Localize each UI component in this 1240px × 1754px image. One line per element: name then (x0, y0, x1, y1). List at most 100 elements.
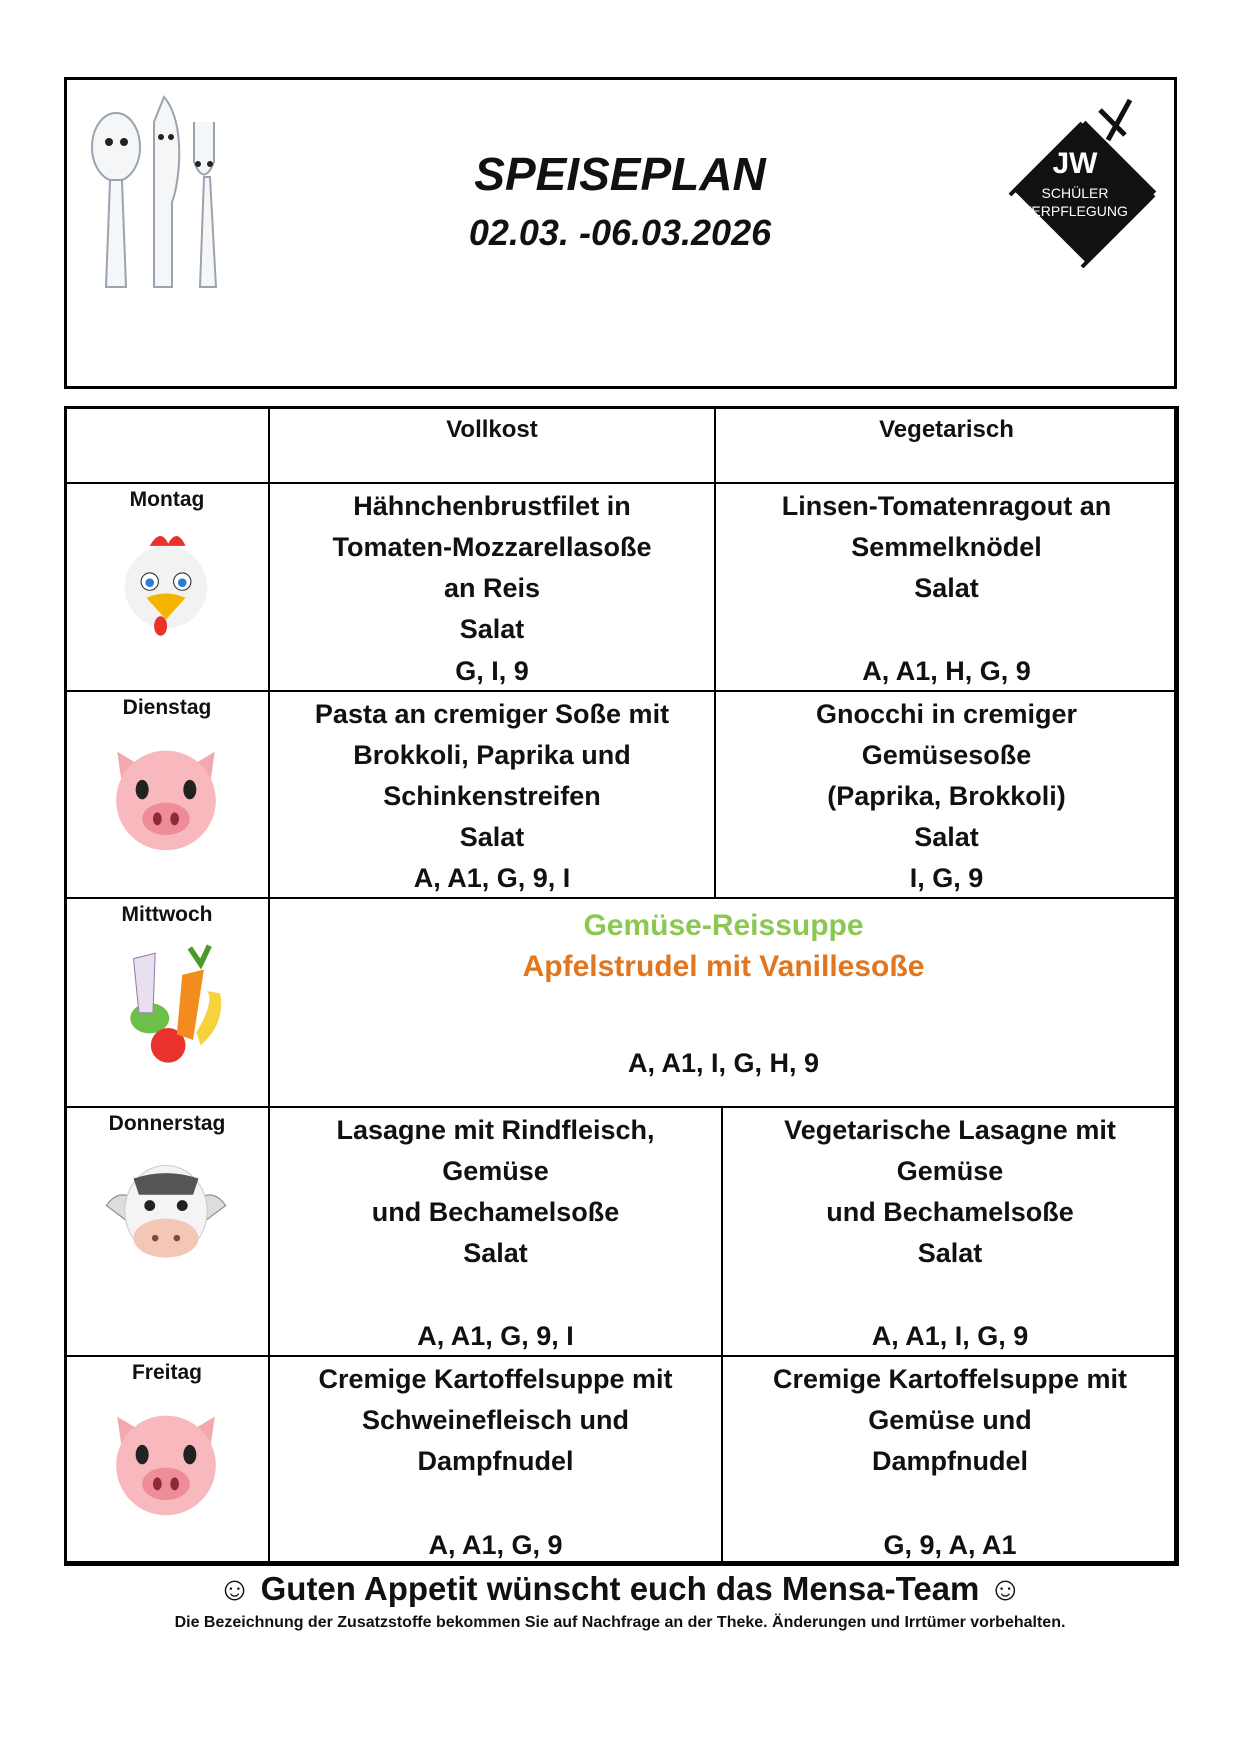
menu-cell-combined: Gemüse-Reissuppe Apfelstrudel mit Vanille… (268, 897, 1179, 1108)
dish-line: Brokkoli, Paprika und (353, 740, 631, 770)
icon-shape (116, 750, 216, 851)
corner-cell (64, 406, 270, 484)
column-header: Vollkost (268, 406, 716, 484)
icon-shape (116, 1415, 216, 1516)
icon-shape (149, 536, 186, 546)
day-cell: Freitag (64, 1355, 270, 1566)
menu-cell-vollkost: Pasta an cremiger Soße mit Brokkoli, Papr… (268, 690, 716, 899)
dish-line: und Bechamelsoße (826, 1197, 1074, 1227)
menu-cell-vollkost: Lasagne mit Rindfleisch, Gemüse und Becham… (268, 1106, 723, 1357)
allergens: A, A1, G, 9, I (417, 1321, 574, 1351)
menu-cell-vollkost: Hähnchenbrustfilet in Tomaten-Mozzarellas… (268, 482, 716, 692)
icon-shape (176, 969, 204, 1040)
icon-shape (145, 578, 155, 587)
day-icon (130, 944, 222, 1063)
dish-lines: Vegetarische Lasagne mit Gemüse und Becham… (723, 1108, 1177, 1274)
logo-line: SCHÜLER (1042, 184, 1109, 201)
dish-line: Semmelknödel (851, 532, 1042, 562)
icon-shape (187, 944, 212, 970)
icon-shape (176, 1200, 188, 1211)
logo-cutlery (1098, 98, 1133, 142)
icon-shape (135, 1444, 149, 1465)
dish-line: Gemüse (896, 1156, 1004, 1186)
dish-line: Apfelstrudel mit Vanillesoße (522, 950, 925, 983)
title: SPEISEPLAN (474, 148, 766, 200)
dish-line: Tomaten-Mozzarellasoße (332, 532, 652, 562)
logo: JW SCHÜLER VERPFLEGUNG (1008, 98, 1157, 269)
icon-shape (153, 1477, 162, 1491)
day-icon (116, 1415, 216, 1516)
day-cell: Donnerstag (64, 1106, 270, 1357)
menu-cell-vegetarisch: Vegetarische Lasagne mit Gemüse und Becham… (721, 1106, 1179, 1357)
dish-line: Lasagne mit Rindfleisch, (336, 1115, 655, 1145)
dish-line: Gemüse-Reissuppe (583, 909, 864, 942)
dish-line: Salat (917, 1238, 983, 1268)
dish-lines: Cremige Kartoffelsuppe mit Schweinefleisc… (270, 1357, 721, 1482)
dish-line: Cremige Kartoffelsuppe mit (318, 1364, 673, 1394)
allergens: G, 9, A, A1 (883, 1530, 1017, 1560)
dish-line: Salat (459, 614, 525, 644)
dish-line: Salat (459, 822, 525, 852)
dish-line: Salat (463, 1238, 528, 1268)
icon-shape (151, 1234, 159, 1242)
date-range: 02.03. -06.03.2026 (468, 212, 772, 253)
icon-shape (132, 952, 156, 1014)
dish-lines: Gemüse-Reissuppe Apfelstrudel mit Vanille… (270, 899, 1177, 987)
dish-line: Dampfnudel (417, 1446, 574, 1476)
dish-line: Hähnchenbrustfilet in (353, 491, 631, 521)
dish-line: und Bechamelsoße (371, 1197, 620, 1227)
icon-shape (173, 1234, 181, 1242)
dish-line: Salat (914, 573, 979, 603)
allergens: A, A1, G, 9 (428, 1530, 563, 1560)
icon-shape (124, 545, 208, 629)
menu-cell-vegetarisch: Cremige Kartoffelsuppe mit Gemüse und Damp… (721, 1355, 1179, 1566)
day-cell: Dienstag (64, 690, 270, 899)
allergens: I, G, 9 (909, 863, 984, 893)
dish-lines: Linsen-Tomatenragout an Semmelknödel Salat (716, 484, 1177, 609)
cutlery-illustration (91, 95, 218, 288)
day-name: Dienstag (122, 696, 212, 719)
day-name: Mittwoch (121, 903, 213, 926)
day-cell: Mittwoch (64, 897, 270, 1108)
icon-shape (133, 1173, 199, 1195)
dish-line: Gemüsesoße (861, 740, 1032, 770)
dish-line: Schinkenstreifen (383, 781, 601, 811)
menu-cell-vollkost: Cremige Kartoffelsuppe mit Schweinefleisc… (268, 1355, 723, 1566)
eye (195, 161, 201, 167)
dish-line: Vegetarische Lasagne mit (784, 1115, 1116, 1145)
eye (158, 134, 164, 140)
dish-lines: Hähnchenbrustfilet in Tomaten-Mozzarellas… (270, 484, 714, 650)
dish-lines: Gnocchi in cremiger Gemüsesoße (Paprika, B… (716, 692, 1177, 858)
icon-shape (196, 991, 222, 1046)
dish-line: Gnocchi in cremiger (815, 699, 1078, 729)
day-name: Donnerstag (108, 1112, 226, 1135)
dish-line: Salat (914, 822, 979, 852)
dish-line: Cremige Kartoffelsuppe mit (772, 1364, 1128, 1394)
icon-shape (135, 779, 149, 800)
dish-lines: Lasagne mit Rindfleisch, Gemüse und Becham… (270, 1108, 721, 1274)
icon-shape (177, 578, 187, 587)
dish-line: Gemüse und (868, 1405, 1032, 1435)
day-cell: Montag (64, 482, 270, 692)
day-name: Montag (129, 488, 205, 511)
knife (153, 95, 181, 288)
greeting: ☺ Guten Appetit wünscht euch das Mensa-T… (217, 1570, 1023, 1607)
logo-line: VERPFLEGUNG (1022, 203, 1128, 219)
allergens: A, A1, H, G, 9 (862, 656, 1031, 686)
dish-line: an Reis (443, 573, 541, 603)
icon-shape (153, 812, 162, 826)
icon-shape (154, 616, 168, 636)
icon-shape (183, 779, 197, 800)
footnote: Die Bezeichnung der Zusatzstoffe bekomme… (174, 1614, 1066, 1631)
eye (168, 134, 174, 140)
icon-shape (144, 1200, 156, 1211)
dish-line: Linsen-Tomatenragout an (781, 491, 1112, 521)
icon-shape (150, 1028, 186, 1063)
day-icon (105, 1164, 227, 1258)
icon-shape (146, 593, 186, 620)
allergens: A, A1, I, G, 9 (871, 1321, 1029, 1351)
allergens: G, I, 9 (455, 656, 529, 686)
logo-initials: JW (1053, 147, 1099, 180)
